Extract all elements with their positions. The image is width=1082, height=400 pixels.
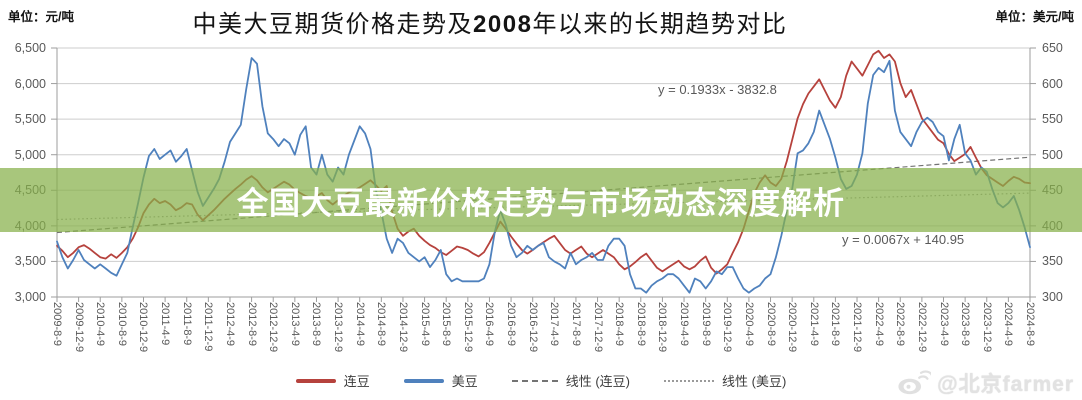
legend-label: 线性 (美豆): [722, 374, 787, 389]
title-year: 2008: [473, 11, 533, 38]
legend-label: 美豆: [451, 374, 478, 389]
legend-swatch-solid: [403, 378, 444, 383]
legend-item: 美豆: [403, 371, 478, 390]
chart-legend: 连豆 美豆 线性 (连豆) 线性 (美豆): [0, 371, 1082, 390]
left-axis-unit: 单位：元/吨: [8, 10, 74, 24]
legend-item: 连豆: [295, 371, 370, 390]
watermark: @北京farmer: [897, 368, 1074, 398]
chart-title: 中美大豆期货价格走势及2008年以来的长期趋势对比: [0, 4, 980, 39]
trend-equation-dalian: y = 0.1933x - 3832.8: [658, 82, 777, 97]
headline-banner: 全国大豆最新价格走势与市场动态深度解析: [0, 168, 1082, 232]
trend-equation-us: y = 0.0067x + 140.95: [842, 232, 965, 247]
legend-item: 线性 (美豆): [664, 371, 786, 390]
legend-label: 连豆: [343, 374, 370, 389]
legend-item: 线性 (连豆): [511, 371, 631, 390]
legend-swatch-dotted: [664, 379, 715, 382]
right-axis-unit: 单位：美元/吨: [995, 10, 1074, 24]
legend-swatch-dashed: [511, 379, 558, 382]
legend-swatch-solid: [295, 378, 336, 383]
weibo-icon: [898, 370, 932, 395]
title-text-left: 中美大豆期货价格走势及: [192, 11, 474, 38]
headline-text: 全国大豆最新价格走势与市场动态深度解析: [237, 185, 845, 221]
title-text-right: 年以来的长期趋势对比: [532, 11, 788, 38]
legend-label: 线性 (连豆): [565, 374, 631, 389]
watermark-text: @北京farmer: [937, 373, 1074, 396]
